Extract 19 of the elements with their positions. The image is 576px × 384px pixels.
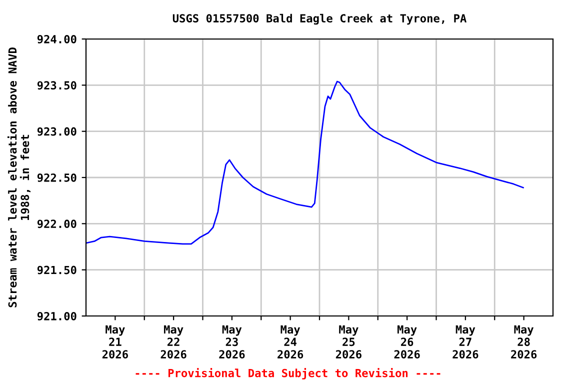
chart-title: USGS 01557500 Bald Eagle Creek at Tyrone, PA — [172, 14, 466, 25]
x-tick-label: May 23 2026 — [219, 325, 245, 359]
x-tick-label: May 26 2026 — [394, 325, 420, 359]
y-tick-label: 921.50 — [37, 266, 76, 274]
y-tick-label: 921.00 — [37, 312, 76, 320]
text: ---- Provisional Data Subject to Revision ---- — [136, 368, 440, 380]
x-tick-label: May 25 2026 — [336, 325, 362, 359]
y-tick-label: 924.00 — [37, 34, 76, 44]
x-tick-label: May 28 2026 — [511, 325, 537, 359]
x-tick-label: May 22 2026 — [160, 325, 186, 359]
x-tick-label: May 24 2026 — [278, 325, 304, 359]
y-tick-label: 923.00 — [37, 127, 76, 136]
y-tick-label: 923.50 — [37, 81, 76, 90]
y-tick-label: 922.00 — [37, 220, 76, 228]
x-tick-label: May 21 2026 — [102, 325, 128, 359]
line-series — [86, 80, 524, 245]
x-tick-label: May 27 2026 — [452, 325, 478, 359]
y-axis-title: Stream water level elevation above NAVD 1988, in feet — [7, 48, 31, 308]
y-tick-label: 922.50 — [37, 173, 76, 182]
